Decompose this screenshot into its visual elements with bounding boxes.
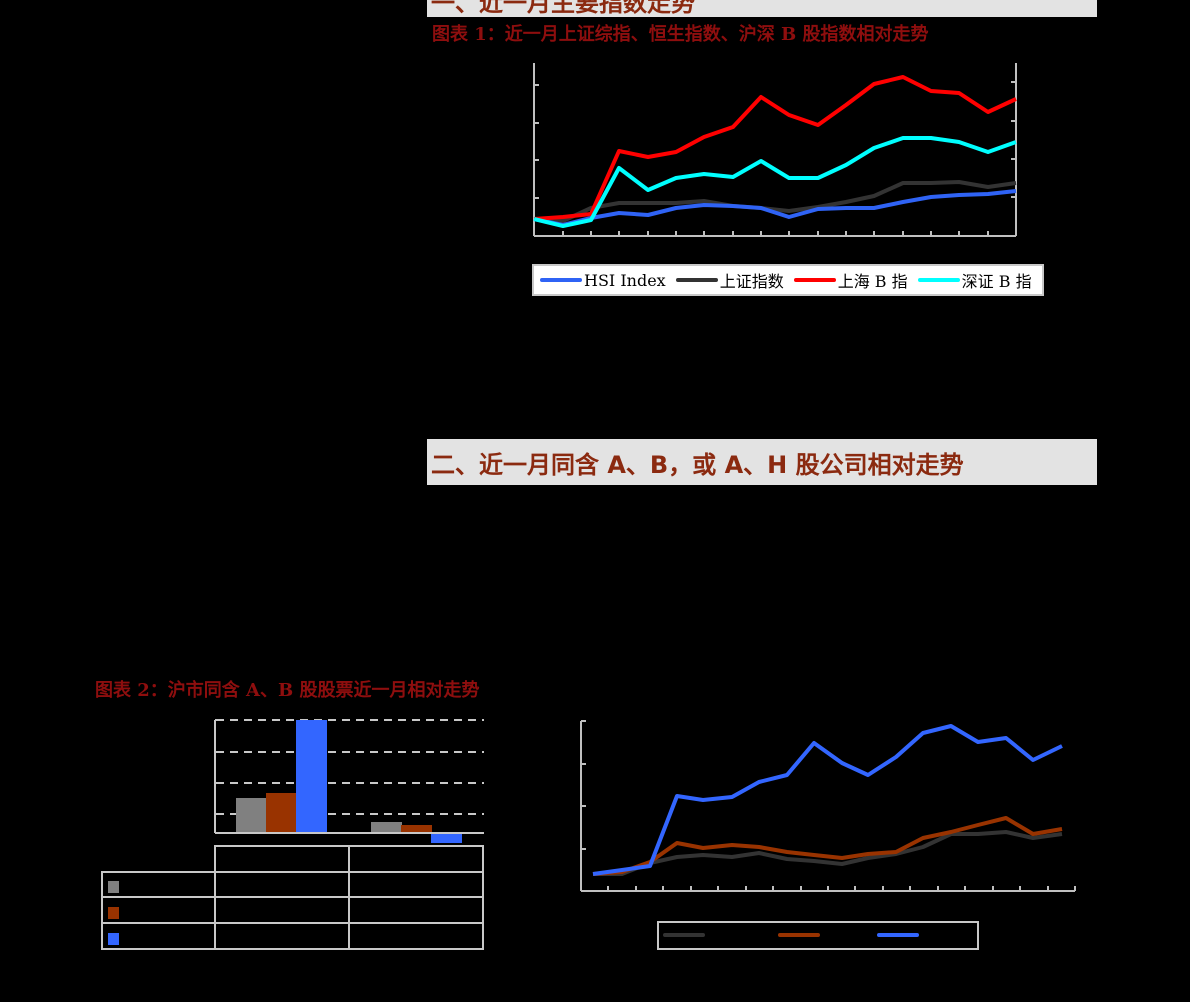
section1-header: 一、近一月主要指数走势 (427, 0, 1097, 17)
legend-line-icon (917, 278, 960, 282)
legend-label: 上海 B 指 (837, 272, 908, 291)
bar-brown-1 (266, 793, 296, 833)
legend-item-shanghai-b: 上海 B 指 (793, 268, 908, 292)
bar-brown-2 (401, 825, 432, 833)
legend-item-hsi: HSI Index (540, 271, 666, 290)
table-legend-gray (108, 881, 119, 893)
figure2-title: 图表 2：沪市同含 A、B 股股票近一月相对走势 (95, 680, 480, 701)
legend-line-blue-icon (877, 933, 919, 937)
series-brown (592, 816, 1063, 876)
bar-gray-1 (236, 798, 266, 833)
figure3-legend (657, 921, 979, 950)
figure1-legend: HSI Index 上证指数 上海 B 指 深证 B 指 (532, 264, 1044, 296)
figure1-axes (533, 63, 1017, 237)
series-shanghai-b (533, 75, 1017, 221)
figure2-data-table (101, 845, 484, 950)
bar-blue-2 (431, 834, 462, 843)
figure1-title: 图表 1：近一月上证综指、恒生指数、沪深 B 股指数相对走势 (432, 24, 929, 45)
series-dark (593, 830, 1063, 876)
section2-header: 二、近一月同含 A、B，或 A、H 股公司相对走势 (427, 439, 1097, 485)
table-legend-blue (108, 933, 119, 945)
legend-line-dark-icon (663, 933, 705, 937)
series-blue (592, 724, 1063, 876)
legend-item-shenzhen-b: 深证 B 指 (917, 268, 1032, 292)
legend-line-brown-icon (778, 933, 820, 937)
legend-label: HSI Index (584, 270, 666, 290)
series-shenzhen-b (533, 136, 1017, 228)
legend-line-icon (793, 278, 836, 282)
bar-blue-1 (296, 720, 327, 833)
table-legend-brown (108, 907, 119, 919)
legend-label: 上证指数 (719, 272, 784, 291)
legend-item-shanghai-composite: 上证指数 (675, 268, 784, 292)
series-hsi-index (533, 189, 1017, 227)
legend-line-icon (540, 278, 582, 282)
legend-line-icon (675, 278, 718, 282)
figure3-chart (580, 720, 1076, 892)
figure2-chart (101, 719, 484, 950)
section2-title: 二、近一月同含 A、B，或 A、H 股公司相对走势 (431, 451, 964, 479)
bar-gray-2 (371, 822, 402, 833)
legend-label: 深证 B 指 (961, 272, 1032, 291)
series-shanghai-composite (533, 180, 1017, 223)
section1-title: 一、近一月主要指数走势 (431, 0, 695, 17)
